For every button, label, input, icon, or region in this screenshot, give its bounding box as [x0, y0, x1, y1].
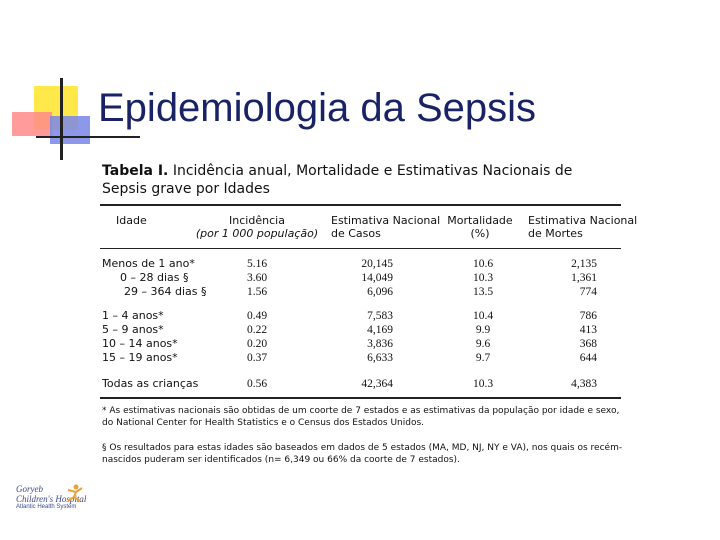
table-cell: 10.3: [472, 378, 494, 390]
table-cell: 10.6: [472, 258, 494, 270]
table-cell: 7,583: [367, 310, 393, 322]
footnote: § Os resultados para estas idades são ba…: [102, 443, 623, 465]
table-cell: 0.22: [246, 324, 268, 336]
table-cell: 1.56: [246, 286, 268, 298]
table-cell: 9.9: [475, 324, 491, 336]
table-cell: 786: [579, 310, 597, 322]
table-cell: 3,836: [367, 338, 393, 350]
row-label: 29 – 364 dias §: [124, 285, 207, 298]
table-cell: 1,361: [571, 272, 597, 284]
row-label: 0 – 28 dias §: [120, 271, 189, 284]
rule-top: [100, 204, 621, 206]
deco-vline: [60, 78, 63, 160]
table-cell: 10.4: [472, 310, 494, 322]
row-label: Todas as crianças: [102, 377, 199, 390]
table-cell: 4,169: [367, 324, 393, 336]
table-cell: 0.20: [246, 338, 268, 350]
table-cell: 42,364: [361, 378, 393, 390]
table-cell: 0.56: [246, 378, 268, 390]
caption-text: Incidência anual, Mortalidade e Estimati…: [102, 163, 573, 197]
table-cell: 644: [579, 352, 597, 364]
column-header: Idade: [116, 214, 147, 227]
row-label: 10 – 14 anos*: [102, 337, 178, 350]
table-cell: 2,135: [571, 258, 597, 270]
table-cell: 3.60: [246, 272, 268, 284]
caption-label: Tabela I.: [102, 163, 169, 179]
logo-system: Atlantic Health System: [16, 504, 77, 510]
table-cell: 774: [579, 286, 597, 298]
table-cell: 4,383: [571, 378, 597, 390]
table-cell: 14,049: [361, 272, 393, 284]
column-header: Mortalidade: [447, 214, 513, 227]
table-cell: 368: [579, 338, 597, 350]
row-label: 5 – 9 anos*: [102, 323, 164, 336]
deco-red: [12, 112, 52, 136]
row-label: 1 – 4 anos*: [102, 309, 164, 322]
rule-header: [100, 248, 621, 249]
logo-figure: [67, 484, 83, 502]
footnote: * As estimativas nacionais são obtidas d…: [102, 406, 620, 428]
column-header: de Mortes: [528, 227, 583, 240]
caption: Tabela I. Incidência anual, Mortalidade …: [102, 162, 602, 198]
logo-name: Goryeb: [16, 484, 43, 494]
column-header: de Casos: [331, 227, 381, 240]
column-header: (%): [470, 227, 490, 240]
table-cell: 6,096: [367, 286, 393, 298]
table-cell: 5.16: [246, 258, 268, 270]
column-header: Incidência: [229, 214, 285, 227]
table-cell: 0.37: [246, 352, 268, 364]
deco-blue: [50, 116, 90, 144]
column-header: (por 1 000 população): [195, 227, 319, 240]
deco-hline: [36, 136, 140, 138]
column-header: Estimativa Nacional: [528, 214, 638, 227]
table-cell: 6,633: [367, 352, 393, 364]
row-label: 15 – 19 anos*: [102, 351, 178, 364]
row-label: Menos de 1 ano*: [102, 257, 195, 270]
table-cell: 9.6: [475, 338, 491, 350]
slide-title: Epidemiologia da Sepsis: [98, 86, 537, 130]
logo: Goryeb Children's Hospital Atlantic Heal…: [16, 484, 96, 510]
column-header: Estimativa Nacional: [331, 214, 441, 227]
table-cell: 413: [579, 324, 597, 336]
rule-bottom: [100, 397, 621, 399]
table-cell: 9.7: [475, 352, 491, 364]
table-cell: 0.49: [246, 310, 268, 322]
table-cell: 20,145: [361, 258, 393, 270]
table-cell: 10.3: [472, 272, 494, 284]
table-cell: 13.5: [472, 286, 494, 298]
logo-subtitle: Children's Hospital: [16, 494, 87, 504]
